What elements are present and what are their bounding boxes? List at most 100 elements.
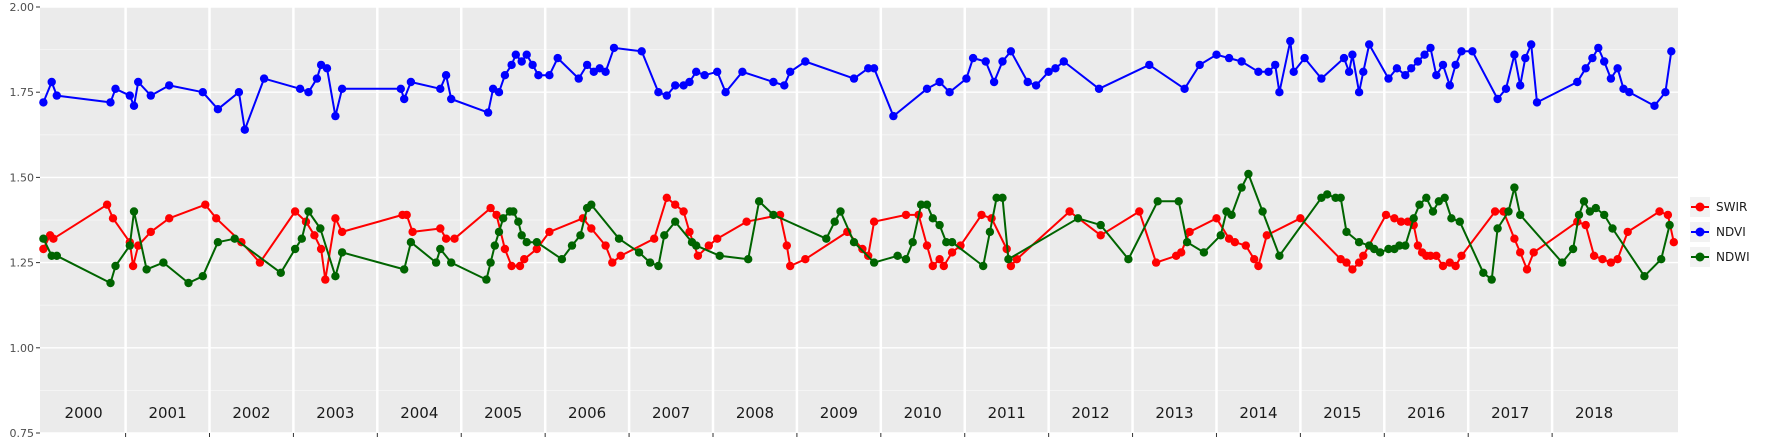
data-point-ndwi [52,251,61,260]
data-point-swir [1663,210,1673,220]
data-point-ndwi [486,258,495,267]
data-point-ndwi [587,200,596,209]
data-point-ndvi [553,53,562,63]
year-label: 2012 [1072,404,1110,422]
data-point-ndvi [436,84,445,94]
data-point-swir [1529,248,1538,257]
data-point-ndvi [106,98,115,107]
data-point-ndvi [582,60,592,70]
data-point-ndvi [134,77,143,87]
data-point-ndwi [754,197,764,206]
data-point-ndvi [962,74,971,83]
data-point-swir [1413,241,1423,250]
data-point-swir [402,210,411,220]
data-point-ndwi [849,238,859,247]
data-point-ndvi [1365,40,1374,49]
data-point-ndwi [998,193,1007,202]
data-point-ndwi [106,278,115,288]
data-point-swir [1589,251,1599,260]
data-point-ndvi [1532,98,1542,107]
data-point-swir [1655,207,1664,216]
data-point-ndwi [142,265,151,274]
data-point-ndwi [447,258,456,267]
data-point-ndwi [567,241,577,250]
data-point-ndvi [1392,64,1402,73]
data-point-swir [1348,265,1357,274]
data-point-swir [1581,220,1590,230]
data-point-swir [128,261,138,271]
data-point-ndwi [1004,255,1013,264]
data-point-ndvi [1407,64,1416,73]
x-axis: 2000 2001 2002 2003 2004 2005 2006 2007 2008 2009… [65,404,1613,437]
year-label: 2010 [904,404,942,422]
year-label: 2017 [1491,404,1529,422]
data-point-ndvi [981,57,990,66]
data-point-ndwi [1504,207,1513,216]
y-tick-label: 1.75 [10,86,35,99]
year-label: 2011 [988,404,1026,422]
data-point-ndwi [297,234,306,243]
data-point-ndvi [165,81,174,90]
data-point-ndvi [721,88,730,97]
data-point-ndvi [609,43,619,53]
data-point-ndvi [1359,67,1368,77]
major-grid [40,6,1678,434]
data-point-ndwi [436,244,445,254]
data-point-swir [1598,255,1607,264]
data-point-ndwi [509,207,518,216]
data-point-ndvi [198,88,207,97]
data-point-ndvi [1237,57,1246,66]
data-point-ndwi [1174,197,1183,206]
data-point-ndwi [406,238,416,247]
series-layer [39,36,1679,288]
data-point-ndvi [500,71,510,80]
data-point-ndwi [494,227,504,237]
year-label: 2006 [568,404,606,422]
year-label: 2001 [148,404,186,422]
data-point-ndwi [1558,258,1567,267]
data-point-ndwi [499,214,508,223]
data-point-ndvi [1516,81,1525,90]
data-point-ndvi [869,64,879,73]
data-point-ndwi [1182,238,1192,247]
data-point-ndvi [786,67,795,77]
data-point-swir [1135,207,1144,216]
year-label: 2009 [820,404,858,422]
data-point-swir [693,251,703,260]
data-point-swir [608,258,617,267]
data-point-ndwi [490,241,499,250]
data-point-swir [1669,238,1679,247]
data-point-ndwi [1124,255,1133,264]
data-point-swir [1012,255,1021,264]
data-point-ndvi [1317,74,1326,83]
data-point-ndvi [801,57,810,66]
data-point-ndvi [494,88,504,97]
data-point-swir [901,210,911,220]
data-point-ndwi [1258,207,1267,216]
data-point-swir [1606,258,1616,267]
data-point-swir [1451,261,1460,271]
data-point-ndwi [1275,251,1284,260]
data-point-swir [436,224,445,233]
data-point-ndvi [1354,88,1364,97]
data-point-ndwi [522,238,531,247]
data-point-swir [1254,261,1263,271]
data-point-swir [486,203,495,213]
data-point-ndwi [482,275,491,284]
data-point-swir [1250,255,1259,264]
data-point-swir [786,261,795,271]
data-point-swir [935,255,944,264]
data-point-swir [1241,241,1251,250]
data-point-ndvi [935,77,944,87]
data-point-ndwi [1579,197,1589,206]
data-point-swir [1432,251,1441,260]
data-point-ndvi [111,84,120,94]
data-point-swir [685,227,694,237]
data-point-ndwi [645,258,655,267]
data-point-ndvi [1224,53,1234,63]
data-point-ndvi [234,88,244,97]
data-point-ndwi [1493,224,1502,233]
data-point-ndvi [1600,57,1609,66]
data-point-ndvi [1606,74,1616,83]
data-point-ndvi [39,98,48,107]
